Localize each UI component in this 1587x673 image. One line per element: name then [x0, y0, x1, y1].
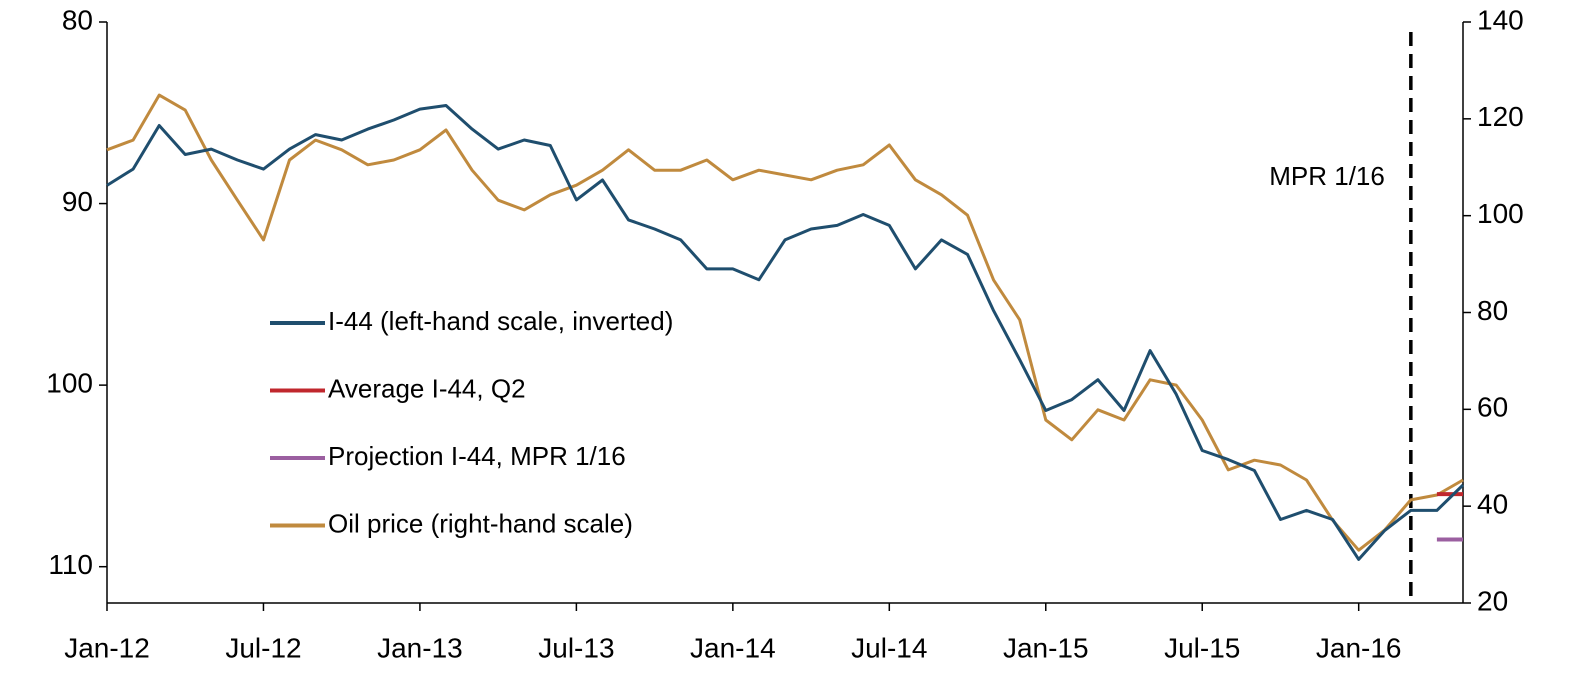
y2-tick-label: 60: [1477, 392, 1508, 423]
y2-tick-label: 20: [1477, 585, 1508, 616]
x-tick-label: Jan-12: [64, 632, 150, 663]
y-tick-label: 90: [62, 186, 93, 217]
annotation: MPR 1/16: [1269, 161, 1385, 191]
x-tick-label: Jan-13: [377, 632, 463, 663]
x-tick-label: Jul-12: [225, 632, 301, 663]
x-tick-label: Jan-16: [1316, 632, 1402, 663]
y-tick-label: 100: [46, 368, 93, 399]
y-tick-label: 80: [62, 4, 93, 35]
y2-tick-label: 140: [1477, 4, 1524, 35]
legend-label: Oil price (right-hand scale): [328, 508, 633, 538]
x-tick-label: Jul-13: [538, 632, 614, 663]
x-tick-label: Jan-15: [1003, 632, 1089, 663]
y-tick-label: 110: [48, 549, 93, 580]
x-tick-label: Jul-15: [1164, 632, 1240, 663]
y2-tick-label: 80: [1477, 295, 1508, 326]
series-line: [106, 93, 1464, 552]
legend-label: I-44 (left-hand scale, inverted): [328, 306, 673, 336]
legend-label: Projection I-44, MPR 1/16: [328, 441, 626, 471]
y2-tick-label: 120: [1477, 101, 1524, 132]
x-tick-label: Jul-14: [851, 632, 927, 663]
y2-tick-label: 100: [1477, 198, 1524, 229]
y2-tick-label: 40: [1477, 489, 1508, 520]
legend-label: Average I-44, Q2: [328, 373, 526, 403]
series-line: [106, 104, 1465, 561]
x-tick-label: Jan-14: [690, 632, 776, 663]
